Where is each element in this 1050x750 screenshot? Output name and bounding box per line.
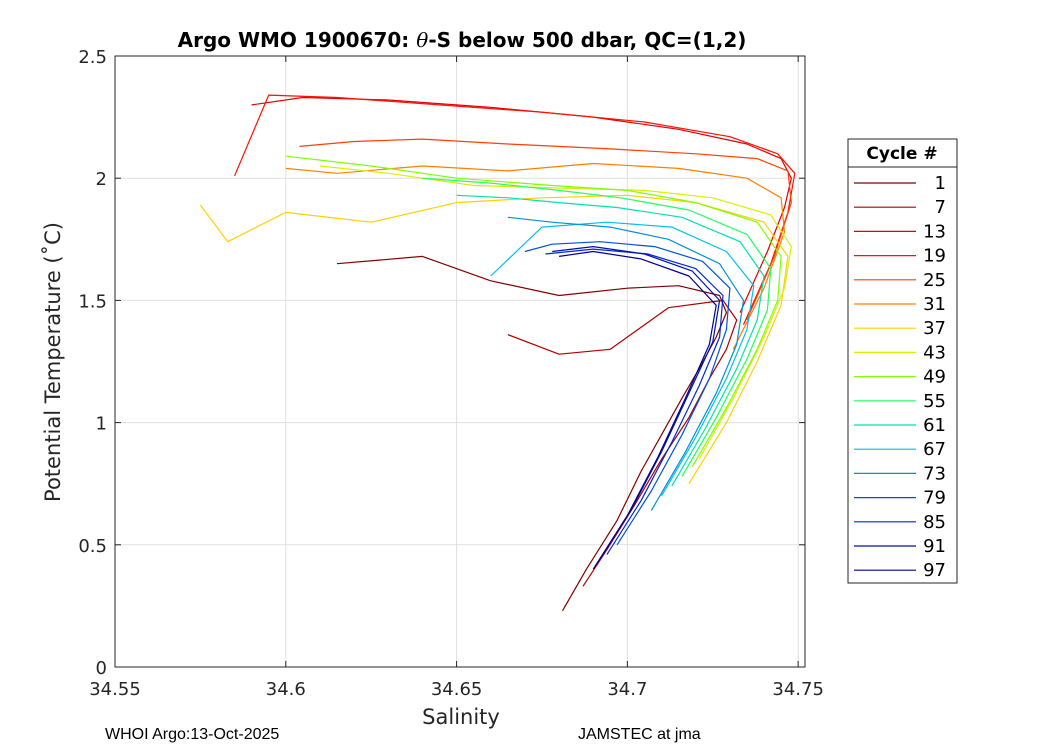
- series-line-cycle-43: [319, 165, 792, 460]
- legend-label-cycle-43: 43: [923, 342, 946, 363]
- series-line-cycle-85: [545, 248, 724, 555]
- series-line-cycle-1: [336, 255, 728, 612]
- series-line-cycle-91: [552, 246, 721, 565]
- legend-label-cycle-79: 79: [923, 488, 946, 509]
- legend-items: 1 7 13 19 25 31 37 43 49 55 61 67 73 79 85 91 97: [854, 173, 946, 581]
- legend-label-cycle-85: 85: [923, 512, 946, 533]
- y-axis-label: Potential Temperature (˚C): [41, 222, 65, 502]
- x-axis-label: Salinity: [422, 705, 500, 729]
- series-line-cycle-25: [299, 138, 792, 321]
- legend-label-cycle-91: 91: [923, 536, 946, 557]
- series-line-cycle-61: [456, 194, 765, 487]
- x-tick-label: 34.6: [266, 679, 306, 700]
- y-tick-label: 1: [96, 414, 107, 435]
- x-tick-label: 34.65: [431, 679, 483, 700]
- legend-label-cycle-49: 49: [923, 367, 946, 388]
- series-line-cycle-97: [559, 250, 717, 570]
- legend-label-cycle-31: 31: [923, 294, 946, 315]
- legend-label-cycle-1: 1: [935, 173, 946, 194]
- x-tick-label: 34.75: [772, 679, 824, 700]
- legend-label-cycle-37: 37: [923, 318, 946, 339]
- series-lines: [199, 94, 796, 612]
- y-tick-label: 1.5: [78, 291, 107, 312]
- axis-ticks: 34.55 34.6 34.65 34.7 34.75 0 0.5 1 1.5 2 2.5: [78, 47, 824, 700]
- chart-title: Argo WMO 1900670: θ-S below 500 dbar, QC…: [178, 28, 747, 52]
- legend-label-cycle-19: 19: [923, 246, 946, 267]
- series-line-cycle-55: [422, 177, 772, 477]
- x-tick-label: 34.7: [607, 679, 647, 700]
- series-line-cycle-67: [490, 221, 755, 497]
- y-tick-label: 2.5: [78, 47, 107, 68]
- legend-label-cycle-55: 55: [923, 391, 946, 412]
- legend-label-cycle-73: 73: [923, 463, 946, 484]
- plot-frame: [114, 55, 806, 668]
- y-tick-label: 0: [96, 658, 107, 679]
- footer-source-date: WHOI Argo:13-Oct-2025: [105, 726, 280, 743]
- legend-title: Cycle #: [866, 144, 937, 164]
- legend-label-cycle-13: 13: [923, 221, 946, 242]
- legend-label-cycle-25: 25: [923, 270, 946, 291]
- legend-box: [847, 138, 958, 584]
- series-line-cycle-7: [507, 299, 738, 587]
- series-line-cycle-37: [199, 194, 789, 485]
- footer-credit: JAMSTEC at jma: [578, 726, 701, 743]
- y-tick-label: 0.5: [78, 536, 107, 557]
- legend-label-cycle-61: 61: [923, 415, 946, 436]
- legend-label-cycle-67: 67: [923, 439, 946, 460]
- legend-label-cycle-7: 7: [935, 197, 946, 218]
- series-line-cycle-31: [285, 162, 786, 350]
- x-tick-label: 34.55: [89, 679, 141, 700]
- series-line-cycle-79: [524, 241, 731, 546]
- series-line-cycle-73: [507, 216, 745, 511]
- y-tick-label: 2: [96, 169, 107, 190]
- legend-label-cycle-97: 97: [923, 560, 946, 581]
- series-line-cycle-49: [285, 155, 782, 467]
- series-line-cycle-13: [251, 96, 792, 313]
- legend: Cycle # 1 7 13 19 25 31 37 43 49 55 61 67 73 79 85 91 97: [847, 138, 958, 584]
